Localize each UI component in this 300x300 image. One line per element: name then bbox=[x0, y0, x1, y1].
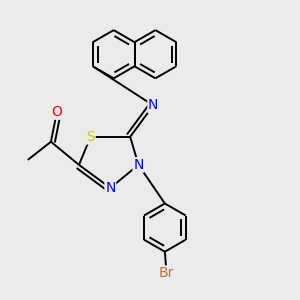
Text: O: O bbox=[51, 105, 62, 119]
Text: N: N bbox=[148, 98, 158, 112]
Text: N: N bbox=[133, 158, 144, 172]
Text: S: S bbox=[86, 130, 95, 144]
Text: N: N bbox=[105, 181, 116, 195]
Text: Br: Br bbox=[159, 266, 174, 280]
